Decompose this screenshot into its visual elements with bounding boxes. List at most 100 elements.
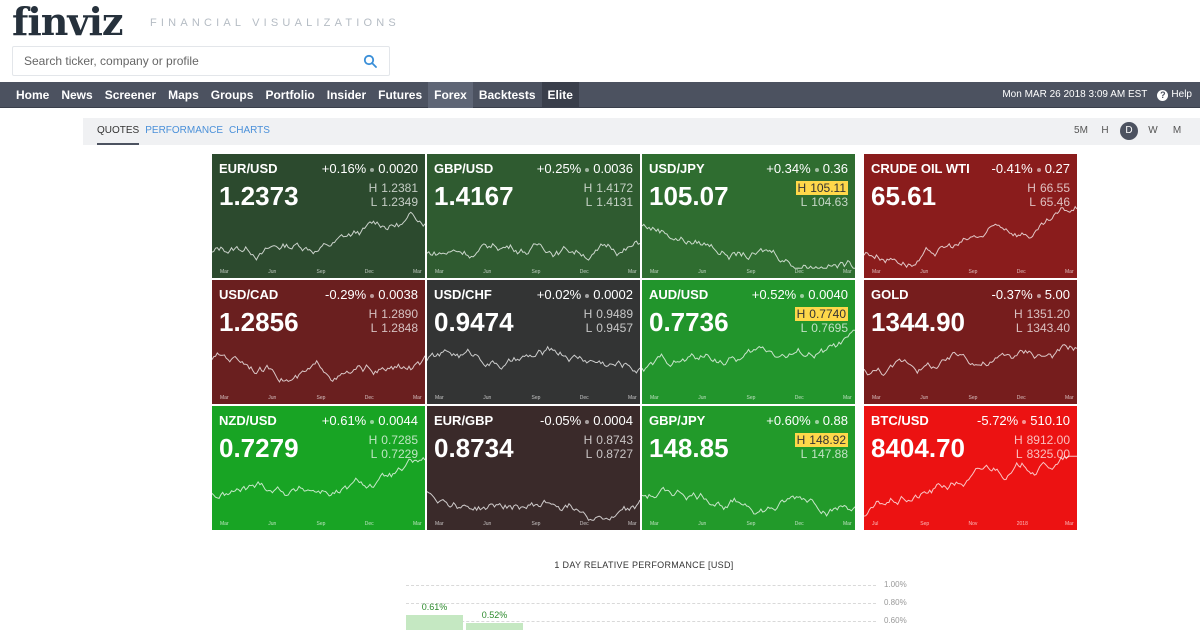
sparkline: [642, 329, 855, 373]
axis-label: Jun: [698, 269, 707, 275]
tab-charts[interactable]: CHARTS: [229, 125, 270, 136]
tile-eur-gbp[interactable]: EUR/GBP -0.05% 0.0004 0.8734 H 0.8743 L 0.8727 M…: [427, 406, 640, 530]
gridline: [406, 585, 876, 586]
axis-label: Mar: [843, 395, 852, 401]
tile-symbol: EUR/USD: [219, 161, 278, 176]
sparkline: [212, 456, 425, 499]
gridline-label: 0.60%: [884, 616, 907, 625]
axis-label: Jun: [920, 269, 929, 275]
axis-label: Mar: [872, 395, 881, 401]
tile-axis: Mar Jun Sep Dec Mar: [435, 395, 637, 403]
tile-symbol: CRUDE OIL WTI: [871, 161, 970, 176]
tile-high-low: H 1.2381 L 1.2349: [369, 181, 418, 209]
axis-label: Mar: [650, 269, 659, 275]
tile-low: L 147.88: [800, 447, 848, 461]
tagline: FINANCIAL VISUALIZATIONS: [150, 17, 400, 29]
sparkline: [212, 352, 425, 383]
tile-low: L 1.4131: [585, 195, 633, 209]
performance-bar[interactable]: [406, 615, 463, 630]
tile-crude-oil-wti[interactable]: CRUDE OIL WTI -0.41% 0.27 65.61 H 66.55 L 65.46…: [864, 154, 1077, 278]
tile-change-pct: +0.25%: [536, 161, 582, 176]
tile-change-pct: +0.61%: [321, 413, 367, 428]
tile-gbp-usd[interactable]: GBP/USD +0.25% 0.0036 1.4167 H 1.4172 L 1.4131 M…: [427, 154, 640, 278]
tile-usd-jpy[interactable]: USD/JPY +0.34% 0.36 105.07 H 105.11 L 104.63 Mar…: [642, 154, 855, 278]
search-input[interactable]: [13, 47, 343, 75]
axis-label: Mar: [1065, 521, 1074, 527]
tile-usd-chf[interactable]: USD/CHF +0.02% 0.0002 0.9474 H 0.9489 L 0.9457 M…: [427, 280, 640, 404]
tile-btc-usd[interactable]: BTC/USD -5.72% 510.10 8404.70 H 8912.00 L 8325.…: [864, 406, 1077, 530]
tile-price: 8404.70: [871, 433, 965, 463]
help-label: Help: [1171, 89, 1192, 100]
axis-label: Sep: [531, 521, 541, 527]
axis-label: Dec: [1016, 395, 1026, 401]
separator-dot: [370, 167, 375, 172]
tile-axis: Jul Sep Nov 2018 Mar: [872, 521, 1074, 529]
help-link[interactable]: ? Help: [1157, 82, 1192, 108]
timeframe-m[interactable]: M: [1172, 125, 1182, 136]
tile-change-abs: 0.0002: [593, 287, 633, 302]
axis-label: Mar: [650, 521, 659, 527]
separator-dot: [814, 167, 819, 172]
tile-symbol: EUR/GBP: [434, 413, 494, 428]
nav-item-screener[interactable]: Screener: [104, 88, 157, 102]
nav-item-insider[interactable]: Insider: [326, 88, 367, 102]
nav-item-maps[interactable]: Maps: [168, 88, 199, 102]
tile-high-low: H 148.92 L 147.88: [794, 433, 848, 461]
search-icon[interactable]: [363, 54, 377, 68]
tile-usd-cad[interactable]: USD/CAD -0.29% 0.0038 1.2856 H 1.2890 L 1.2848 M…: [212, 280, 425, 404]
separator-dot: [1036, 293, 1041, 298]
tile-gbp-jpy[interactable]: GBP/JPY +0.60% 0.88 148.85 H 148.92 L 147.88 Mar…: [642, 406, 855, 530]
axis-label: Sep: [316, 395, 326, 401]
nav-item-forex[interactable]: Forex: [428, 82, 473, 108]
tile-low: L 0.7229: [370, 447, 418, 461]
tile-change-abs: 0.0036: [593, 161, 633, 176]
tile-change: -0.37% 5.00: [991, 287, 1070, 302]
tile-axis: Mar Jun Sep Dec Mar: [435, 269, 637, 277]
separator-dot: [800, 293, 805, 298]
tile-high: H 66.55: [1027, 181, 1070, 195]
axis-label: Jun: [483, 521, 492, 527]
nav-item-elite[interactable]: Elite: [541, 82, 579, 108]
tile-high-low: H 0.7740 L 0.7695: [794, 307, 848, 335]
axis-label: Mar: [650, 395, 659, 401]
tile-change-abs: 5.00: [1044, 287, 1070, 302]
separator-dot: [585, 419, 590, 424]
tab-performance[interactable]: PERFORMANCE: [145, 125, 224, 136]
timeframe-5m[interactable]: 5M: [1074, 125, 1088, 136]
tile-aud-usd[interactable]: AUD/USD +0.52% 0.0040 0.7736 H 0.7740 L 0.7695 M…: [642, 280, 855, 404]
axis-label: Mar: [435, 269, 444, 275]
tile-price: 105.07: [649, 181, 729, 211]
axis-label: Mar: [628, 395, 637, 401]
performance-bar-label: 0.52%: [481, 610, 508, 620]
finviz-logo[interactable]: finviz: [12, 0, 124, 44]
tile-high-low: H 8912.00 L 8325.00: [1014, 433, 1070, 461]
axis-label: Sep: [531, 395, 541, 401]
nav-item-home[interactable]: Home: [16, 88, 50, 102]
nav-item-futures[interactable]: Futures: [378, 88, 423, 102]
nav-item-portfolio[interactable]: Portfolio: [265, 88, 315, 102]
search-box[interactable]: [12, 46, 390, 76]
tile-nzd-usd[interactable]: NZD/USD +0.61% 0.0044 0.7279 H 0.7285 L 0.7229 M…: [212, 406, 425, 530]
timeframe-h[interactable]: H: [1101, 125, 1109, 136]
axis-label: Nov: [968, 521, 978, 527]
gridline: [406, 621, 876, 622]
tile-gold[interactable]: GOLD -0.37% 5.00 1344.90 H 1351.20 L 1343.40 Mar…: [864, 280, 1077, 404]
tile-price: 0.7279: [219, 433, 299, 463]
sparkline: [427, 240, 640, 261]
axis-label: Mar: [1065, 269, 1074, 275]
performance-bar[interactable]: [466, 623, 523, 630]
tile-eur-usd[interactable]: EUR/USD +0.16% 0.0020 1.2373 H 1.2381 L 1.2349 M…: [212, 154, 425, 278]
nav-item-news[interactable]: News: [61, 88, 93, 102]
nav-item-backtests[interactable]: Backtests: [478, 88, 536, 102]
tab-quotes[interactable]: QUOTES: [97, 118, 140, 145]
tile-high-low: H 1351.20 L 1343.40: [1014, 307, 1070, 335]
axis-label: Mar: [413, 395, 422, 401]
tile-change-abs: 0.0040: [808, 287, 848, 302]
performance-bar-label: 0.61%: [421, 602, 448, 612]
timeframe-d[interactable]: D: [1120, 122, 1138, 140]
timeframe-w[interactable]: W: [1148, 125, 1158, 136]
tile-change: +0.34% 0.36: [766, 161, 848, 176]
sparkline: [212, 211, 425, 261]
axis-label: Jun: [268, 521, 277, 527]
nav-item-groups[interactable]: Groups: [210, 88, 254, 102]
